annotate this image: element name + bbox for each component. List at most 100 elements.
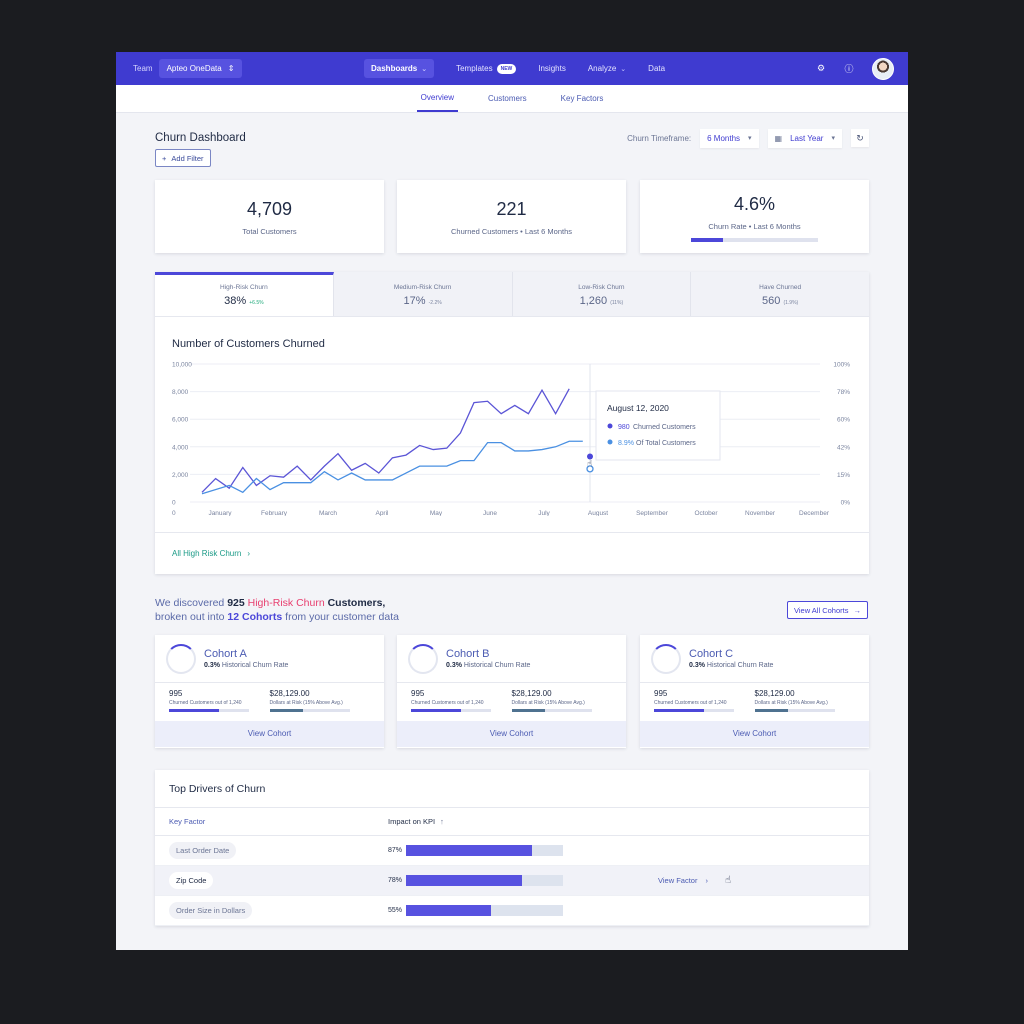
col-impact-on-kpi[interactable]: Impact on KPI ↑ bbox=[388, 817, 444, 826]
cohort-rate-label: Historical Churn Rate bbox=[706, 662, 774, 669]
cohort-card: Cohort B 0.3% Historical Churn Rate 995 … bbox=[397, 635, 626, 748]
y-tick-label: 10,000 bbox=[172, 362, 192, 369]
churn-rate-progress bbox=[691, 238, 818, 242]
kpi-churn-rate: 4.6% Churn Rate • Last 6 Months bbox=[640, 180, 869, 253]
x-tick-label: March bbox=[319, 510, 337, 516]
cohort-header: Cohort A 0.3% Historical Churn Rate bbox=[155, 635, 384, 683]
kpi-label: Churn Rate • Last 6 Months bbox=[708, 222, 801, 231]
updown-icon: ⇕ bbox=[227, 64, 235, 73]
tab-have-churned[interactable]: Have Churned 560 (1.9%) bbox=[691, 272, 869, 316]
tab-medium-risk-churn[interactable]: Medium-Risk Churn 17% -2.2% bbox=[333, 272, 513, 316]
all-high-risk-churn-link[interactable]: All High Risk Churn › bbox=[155, 532, 869, 574]
tooltip-dot-total bbox=[607, 439, 613, 445]
tooltip-label-total: Of Total Customers bbox=[636, 440, 696, 447]
avatar[interactable] bbox=[872, 57, 894, 80]
chart-tooltip: August 12, 2020 980 Churned Customers 8.… bbox=[595, 390, 721, 461]
table-row[interactable]: Last Order Date 87% bbox=[155, 836, 869, 866]
series-line-total bbox=[201, 440, 583, 495]
view-cohort-button[interactable]: View Cohort bbox=[640, 721, 869, 747]
table-row[interactable]: Zip Code 78% View Factor › ☝ bbox=[155, 866, 869, 896]
x-tick-label: November bbox=[745, 510, 776, 516]
kpi-total-customers: 4,709 Total Customers bbox=[155, 180, 384, 253]
table-row[interactable]: Order Size in Dollars 55% bbox=[155, 896, 869, 926]
col-key-factor[interactable]: Key Factor bbox=[169, 817, 206, 826]
refresh-icon[interactable]: ↻ bbox=[851, 129, 869, 147]
stat-label: Churned Customers out of 1,240 bbox=[411, 700, 484, 706]
tab-key-factors[interactable]: Key Factors bbox=[560, 94, 604, 103]
help-icon[interactable]: ⓘ bbox=[844, 64, 854, 74]
view-cohort-button[interactable]: View Cohort bbox=[397, 721, 626, 747]
kpi-value: 4,709 bbox=[246, 199, 293, 219]
y-tick-label-right: 15% bbox=[837, 472, 850, 479]
gear-icon[interactable]: ⚙ bbox=[816, 63, 826, 73]
team-selector[interactable]: Apteo OneData ⇕ bbox=[158, 59, 243, 78]
tab-low-risk-churn[interactable]: Low-Risk Churn 1,260 (11%) bbox=[512, 272, 692, 316]
nav-insights[interactable]: Insights bbox=[538, 64, 566, 73]
segment-change: -2.2% bbox=[428, 300, 442, 306]
y-tick-label-right: 100% bbox=[833, 362, 850, 369]
stat-value: $28,129.00 bbox=[269, 689, 310, 698]
cohort-rate: 0.3% Historical Churn Rate bbox=[446, 662, 530, 669]
tab-overview[interactable]: Overview bbox=[416, 85, 458, 112]
segment-value: 1,260 bbox=[579, 295, 608, 307]
add-filter-button[interactable]: + Add Filter bbox=[155, 149, 211, 167]
timeframe-select[interactable]: 6 Months ▾ bbox=[700, 128, 759, 148]
factor-chip: Last Order Date bbox=[169, 842, 237, 859]
tab-customers[interactable]: Customers bbox=[487, 94, 527, 103]
series-line-churned bbox=[201, 388, 570, 493]
nav-dashboards[interactable]: Dashboards ⌄ bbox=[364, 59, 435, 78]
chart-series: ☝ bbox=[201, 388, 594, 495]
stat-value: 995 bbox=[411, 689, 425, 698]
impact-percent: 87% bbox=[388, 847, 403, 854]
churn-rate-progress-fill bbox=[691, 238, 723, 242]
x-tick-label: October bbox=[694, 510, 718, 516]
segment-share: (11%) bbox=[610, 300, 624, 306]
discovery-text: We discovered bbox=[155, 597, 228, 609]
stat-value: 995 bbox=[169, 689, 183, 698]
col-impact-label: Impact on KPI bbox=[388, 817, 436, 826]
segment-label: High-Risk Churn bbox=[220, 284, 268, 291]
nav-analyze-label: Analyze bbox=[587, 64, 617, 73]
dashboard-header: Churn Dashboard Churn Timeframe: 6 Month… bbox=[155, 128, 869, 148]
nav-data[interactable]: Data bbox=[648, 64, 665, 73]
discovery-count: 925 bbox=[227, 597, 245, 609]
segment-change: +6.5% bbox=[249, 300, 264, 306]
calendar-icon: ▦ bbox=[774, 133, 783, 143]
view-factor-label: View Factor bbox=[658, 876, 698, 885]
cohort-rate-label: Historical Churn Rate bbox=[221, 662, 289, 669]
impact-bar-fill bbox=[406, 905, 491, 916]
view-all-cohorts-button[interactable]: View All Cohorts → bbox=[787, 601, 868, 619]
cohort-card: Cohort C 0.3% Historical Churn Rate 995 … bbox=[640, 635, 869, 748]
kpi-label: Total Customers bbox=[242, 227, 297, 236]
x-tick-label: September bbox=[636, 510, 669, 516]
view-cohort-button[interactable]: View Cohort bbox=[155, 721, 384, 747]
segment-value: 560 bbox=[762, 295, 781, 307]
stat-bar bbox=[269, 709, 350, 712]
segment-value-row: 38% +6.5% bbox=[155, 295, 333, 307]
segment-label: Low-Risk Churn bbox=[578, 284, 625, 291]
x-tick-label: April bbox=[375, 510, 389, 516]
cohort-rate-value: 0.3% bbox=[446, 662, 462, 669]
stat-value: 995 bbox=[654, 689, 668, 698]
y-tick-label: 6,000 bbox=[172, 417, 189, 424]
stat-dollars: $28,129.00 Dollars at Risk (15% Above Av… bbox=[754, 689, 856, 721]
progress-ring-icon bbox=[166, 643, 196, 674]
new-badge: NEW bbox=[496, 63, 517, 74]
stat-bar-fill bbox=[754, 709, 789, 712]
factor-chip: Order Size in Dollars bbox=[169, 902, 253, 919]
cohort-discovery-text: We discovered 925 High-Risk Churn Custom… bbox=[155, 596, 399, 624]
period-select[interactable]: ▦ Last Year ▾ bbox=[767, 128, 842, 148]
factor-chip: Zip Code bbox=[169, 872, 214, 889]
tooltip-box bbox=[595, 390, 721, 461]
kpi-label: Churned Customers • Last 6 Months bbox=[450, 227, 572, 236]
cohort-stats: 995 Churned Customers out of 1,240 $28,1… bbox=[155, 683, 384, 721]
stat-bar-fill bbox=[169, 709, 219, 712]
view-factor-link[interactable]: View Factor › bbox=[658, 876, 708, 885]
tab-high-risk-churn[interactable]: High-Risk Churn 38% +6.5% bbox=[155, 272, 334, 316]
segment-tabs: High-Risk Churn 38% +6.5% Medium-Risk Ch… bbox=[155, 272, 869, 317]
stat-churned: 995 Churned Customers out of 1,240 bbox=[411, 689, 512, 721]
nav-templates[interactable]: Templates NEW bbox=[456, 63, 517, 74]
main-nav: Dashboards ⌄ Templates NEW Insights Anal… bbox=[364, 59, 665, 78]
nav-analyze[interactable]: Analyze ⌄ bbox=[588, 64, 626, 73]
segment-share: (1.9%) bbox=[783, 300, 799, 306]
